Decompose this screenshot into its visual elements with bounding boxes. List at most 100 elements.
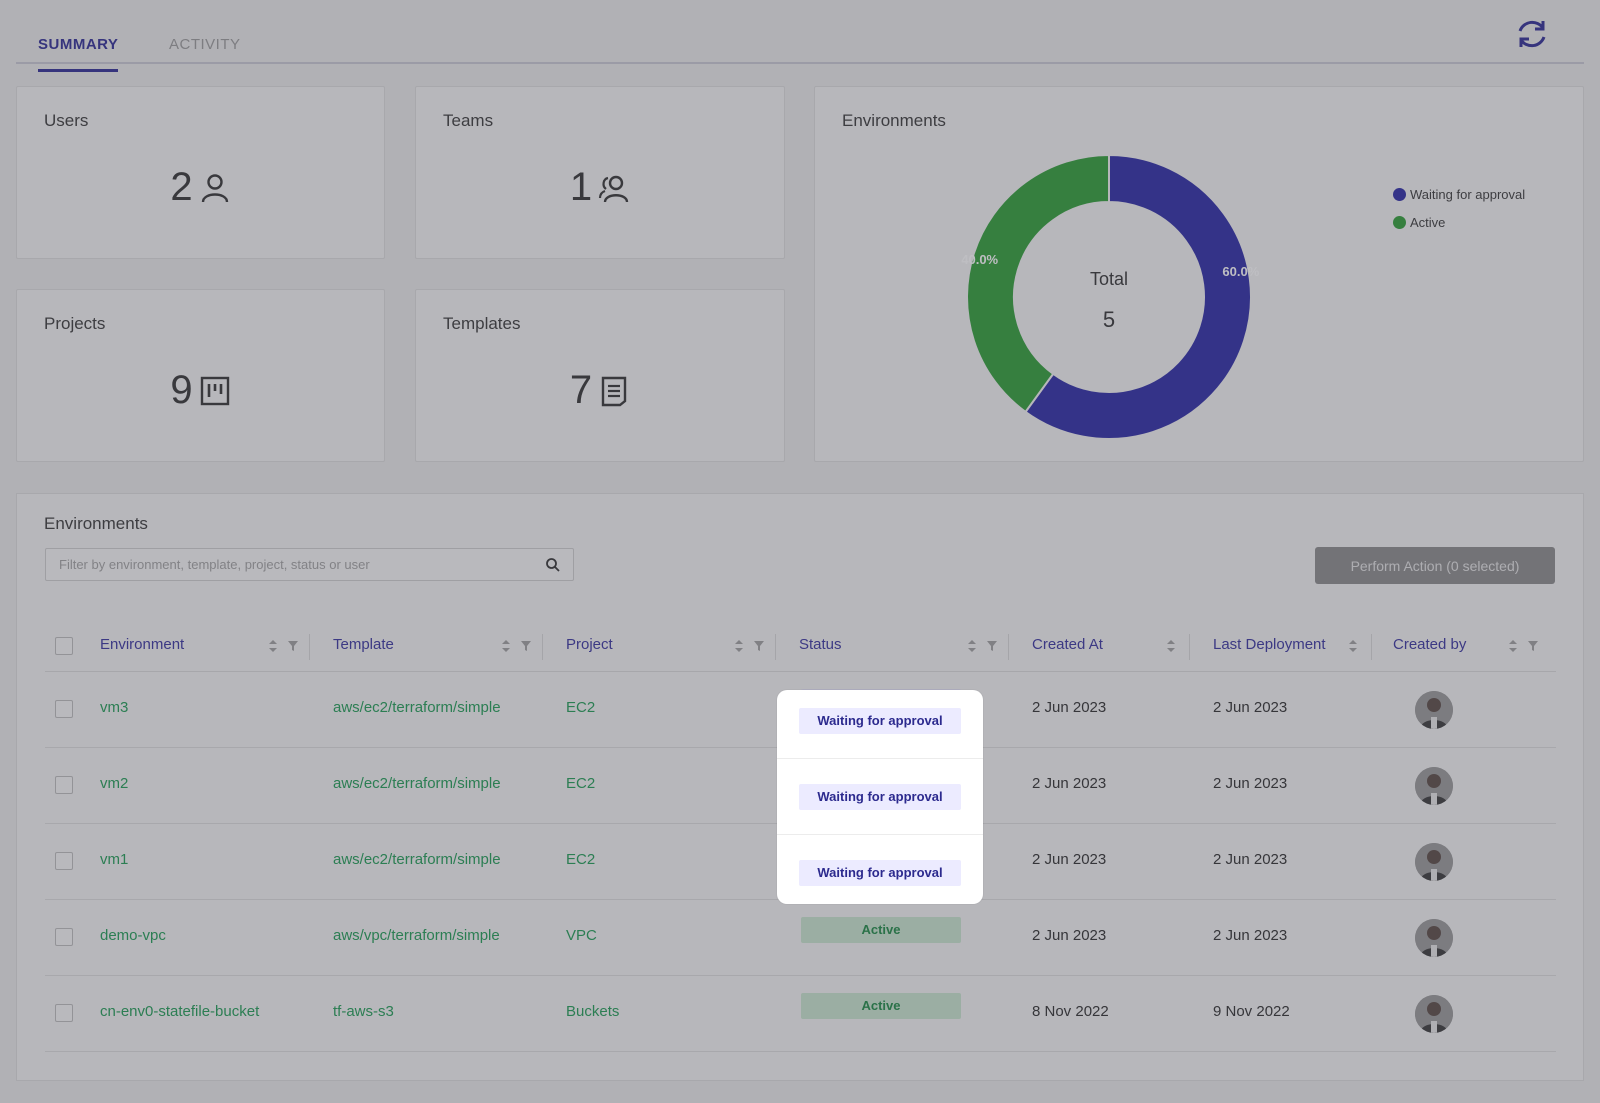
column-header-status[interactable]: Status bbox=[799, 636, 842, 653]
table-row[interactable]: demo-vpc aws/vpc/terraform/simple VPC Ac… bbox=[45, 900, 1556, 976]
project-link[interactable]: EC2 bbox=[566, 851, 596, 868]
status-badge: Waiting for approval bbox=[799, 784, 961, 810]
filter-icon[interactable] bbox=[986, 639, 998, 653]
sort-icon[interactable] bbox=[1347, 639, 1359, 653]
sort-icon[interactable] bbox=[1165, 639, 1177, 653]
column-header-project[interactable]: Project bbox=[566, 636, 613, 653]
project-link[interactable]: VPC bbox=[566, 927, 597, 944]
teams-card: Teams 1 bbox=[415, 86, 785, 259]
sort-icon[interactable] bbox=[1507, 639, 1519, 653]
templates-card-title: Templates bbox=[443, 314, 521, 333]
users-count: 2 bbox=[170, 165, 193, 209]
row-divider bbox=[777, 834, 983, 835]
templates-count: 7 bbox=[569, 368, 593, 412]
row-checkbox[interactable] bbox=[55, 852, 73, 870]
environment-link[interactable]: vm1 bbox=[100, 851, 129, 868]
column-separator bbox=[1189, 634, 1190, 660]
last-deployment-value: 2 Jun 2023 bbox=[1213, 851, 1288, 868]
column-header-created-by[interactable]: Created by bbox=[1393, 636, 1467, 653]
table-row[interactable]: cn-env0-statefile-bucket tf-aws-s3 Bucke… bbox=[45, 976, 1556, 1052]
row-checkbox[interactable] bbox=[55, 1004, 73, 1022]
search-icon[interactable] bbox=[545, 557, 561, 573]
template-link[interactable]: aws/ec2/terraform/simple bbox=[333, 775, 501, 792]
project-link[interactable]: Buckets bbox=[566, 1003, 620, 1020]
donut-slice-active[interactable] bbox=[966, 153, 1110, 414]
tab-bar: SUMMARY ACTIVITY bbox=[16, 0, 1584, 72]
column-header-environment[interactable]: Environment bbox=[100, 636, 185, 653]
legend-label-waiting: Waiting for approval bbox=[1410, 187, 1526, 202]
created-at-value: 2 Jun 2023 bbox=[1032, 927, 1107, 944]
board-icon bbox=[200, 376, 229, 405]
template-link[interactable]: aws/ec2/terraform/simple bbox=[333, 699, 501, 716]
refresh-icon[interactable] bbox=[1512, 14, 1552, 54]
filter-icon[interactable] bbox=[753, 639, 765, 653]
row-checkbox[interactable] bbox=[55, 700, 73, 718]
column-header-template[interactable]: Template bbox=[333, 636, 394, 653]
column-separator bbox=[1008, 634, 1009, 660]
filter-icon[interactable] bbox=[1527, 639, 1539, 653]
environment-link[interactable]: vm2 bbox=[100, 775, 129, 792]
row-checkbox[interactable] bbox=[55, 776, 73, 794]
template-link[interactable]: tf-aws-s3 bbox=[333, 1003, 394, 1020]
team-icon bbox=[599, 175, 629, 202]
column-separator bbox=[1371, 634, 1372, 660]
sort-icon[interactable] bbox=[267, 639, 279, 653]
sort-icon[interactable] bbox=[500, 639, 512, 653]
status-badge: Active bbox=[801, 993, 961, 1019]
avatar bbox=[1415, 995, 1453, 1033]
created-at-value: 2 Jun 2023 bbox=[1032, 775, 1107, 792]
avatar bbox=[1415, 843, 1453, 881]
donut-center-label: Total bbox=[1090, 269, 1128, 289]
environments-table-title: Environments bbox=[44, 514, 148, 533]
column-header-last-deployment[interactable]: Last Deployment bbox=[1213, 636, 1326, 653]
avatar bbox=[1415, 767, 1453, 805]
donut-center-value: 5 bbox=[1103, 307, 1115, 332]
users-metric: 2 bbox=[17, 165, 384, 210]
sort-icon[interactable] bbox=[966, 639, 978, 653]
tab-activity[interactable]: ACTIVITY bbox=[169, 36, 241, 53]
created-at-value: 2 Jun 2023 bbox=[1032, 699, 1107, 716]
sort-icon[interactable] bbox=[733, 639, 745, 653]
last-deployment-value: 9 Nov 2022 bbox=[1213, 1003, 1290, 1020]
legend-item-waiting[interactable]: Waiting for approval bbox=[1393, 187, 1525, 202]
teams-metric: 1 bbox=[416, 165, 784, 210]
donut-slice-waiting[interactable] bbox=[1024, 153, 1252, 440]
status-badge: Waiting for approval bbox=[799, 860, 961, 886]
column-separator bbox=[542, 634, 543, 660]
templates-card: Templates 7 bbox=[415, 289, 785, 462]
environment-link[interactable]: cn-env0-statefile-bucket bbox=[100, 1003, 260, 1020]
perform-action-button[interactable]: Perform Action (0 selected) bbox=[1315, 547, 1555, 584]
projects-card: Projects 9 bbox=[16, 289, 385, 462]
users-card: Users 2 bbox=[16, 86, 385, 259]
environment-link[interactable]: vm3 bbox=[100, 699, 129, 716]
row-checkbox[interactable] bbox=[55, 928, 73, 946]
filter-search-input[interactable] bbox=[46, 549, 536, 580]
filter-icon[interactable] bbox=[287, 639, 299, 653]
template-link[interactable]: aws/vpc/terraform/simple bbox=[333, 927, 500, 944]
project-link[interactable]: EC2 bbox=[566, 699, 596, 716]
environment-link[interactable]: demo-vpc bbox=[100, 927, 166, 944]
status-spotlight: Waiting for approval Waiting for approva… bbox=[777, 690, 983, 904]
legend-item-active[interactable]: Active bbox=[1393, 215, 1525, 230]
tab-summary[interactable]: SUMMARY bbox=[38, 36, 119, 72]
template-link[interactable]: aws/ec2/terraform/simple bbox=[333, 851, 501, 868]
status-badge: Waiting for approval bbox=[799, 708, 961, 734]
column-header-created-at[interactable]: Created At bbox=[1032, 636, 1103, 653]
donut-percent-label: 40.0% bbox=[961, 252, 998, 267]
last-deployment-value: 2 Jun 2023 bbox=[1213, 775, 1288, 792]
column-separator bbox=[309, 634, 310, 660]
projects-metric: 9 bbox=[17, 368, 384, 413]
document-icon bbox=[601, 376, 627, 406]
filter-icon[interactable] bbox=[520, 639, 532, 653]
environments-chart-title: Environments bbox=[842, 111, 946, 130]
chart-legend: Waiting for approval Active bbox=[1393, 187, 1525, 243]
created-at-value: 8 Nov 2022 bbox=[1032, 1003, 1109, 1020]
select-all-checkbox[interactable] bbox=[55, 637, 73, 655]
environments-chart-card: Environments 60.0% 40.0% Total 5 Waiting fo… bbox=[814, 86, 1584, 462]
templates-metric: 7 bbox=[416, 368, 784, 413]
table-header: Environment Template Project Status Crea… bbox=[45, 622, 1556, 672]
project-link[interactable]: EC2 bbox=[566, 775, 596, 792]
legend-label-active: Active bbox=[1410, 215, 1446, 230]
row-divider bbox=[777, 758, 983, 759]
